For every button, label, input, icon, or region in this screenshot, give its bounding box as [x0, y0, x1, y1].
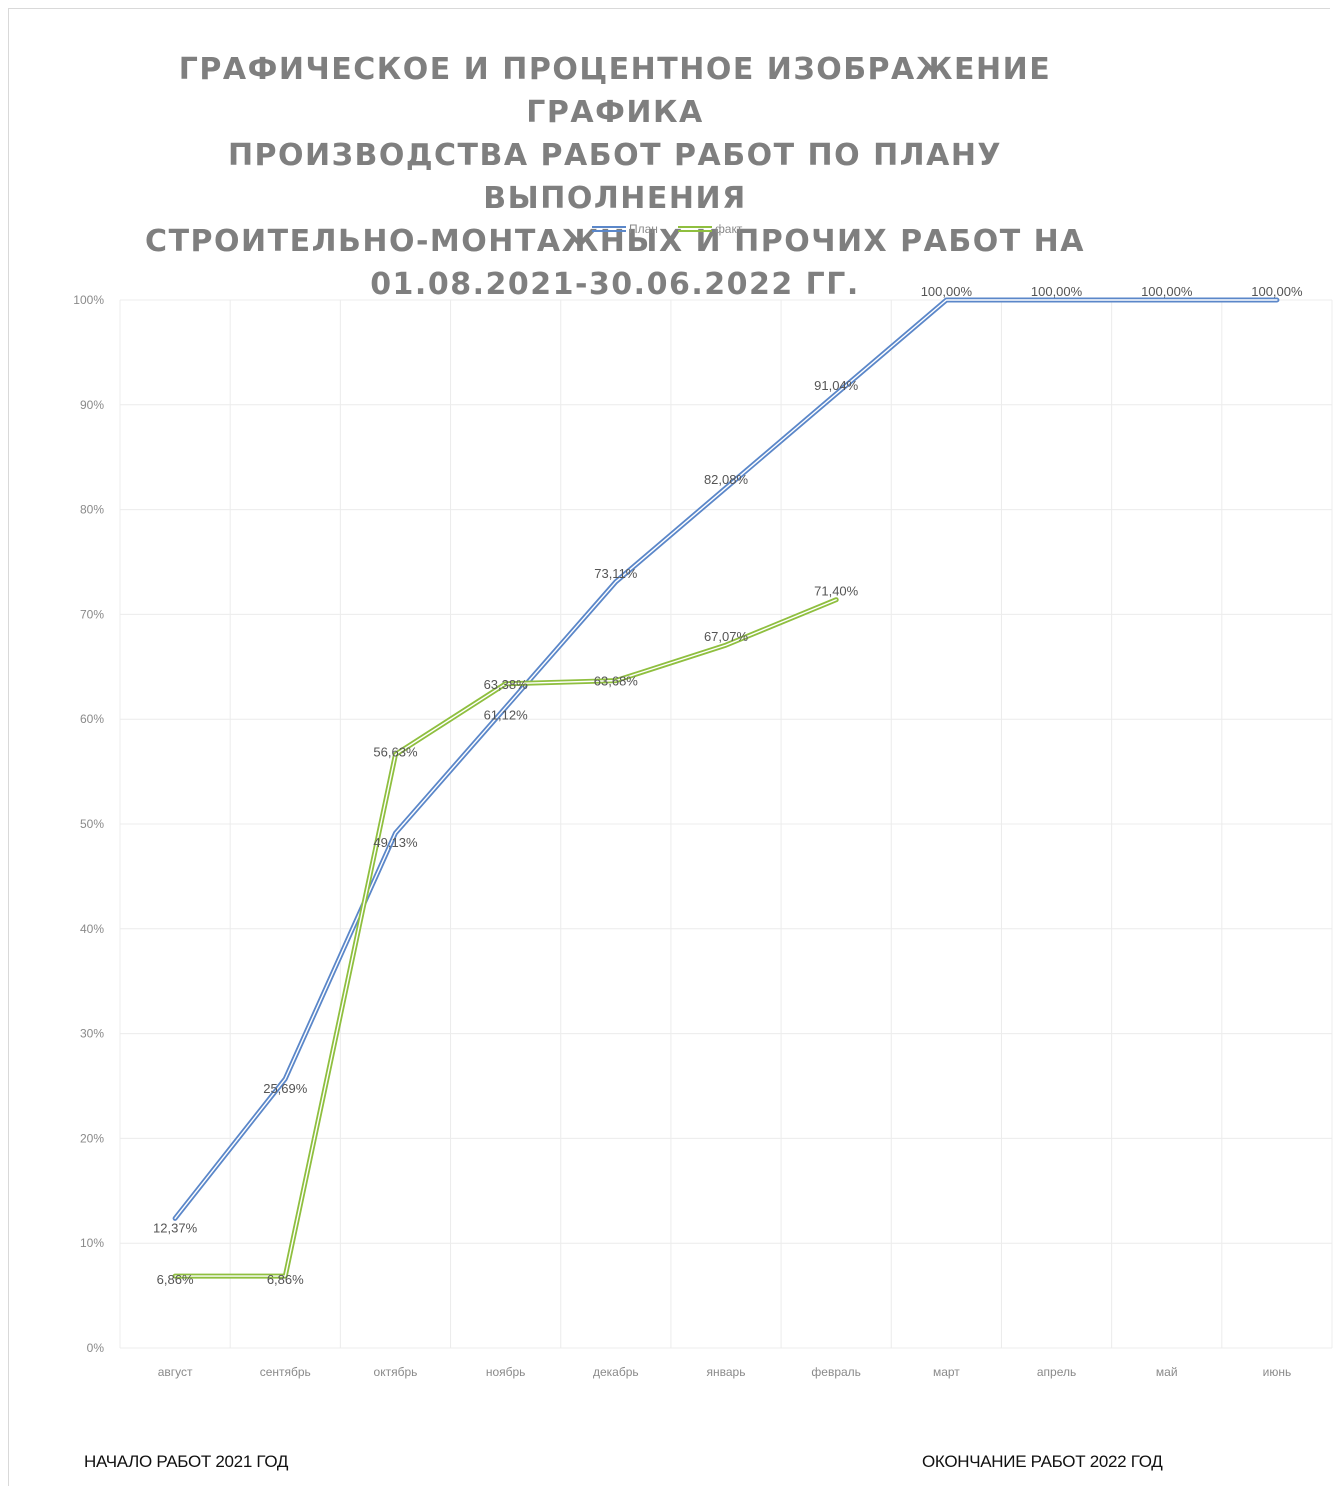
y-tick-label: 80%	[80, 503, 104, 517]
x-tick-label: октябрь	[374, 1365, 418, 1379]
x-tick-label: август	[158, 1365, 193, 1379]
line-chart: 0% 10% 20% 30% 40% 50% 60% 70% 80% 90% 100% август с…	[73, 284, 1333, 1379]
data-label: 61,12%	[484, 707, 529, 722]
y-tick-label: 30%	[80, 1027, 104, 1041]
chart-title-line-1: ГРАФИЧЕСКОЕ И ПРОЦЕНТНОЕ ИЗОБРАЖЕНИЕ ГРА…	[178, 52, 1052, 130]
chart-title: ГРАФИЧЕСКОЕ И ПРОЦЕНТНОЕ ИЗОБРАЖЕНИЕ ГРА…	[100, 48, 1130, 306]
y-tick-label: 90%	[80, 398, 104, 412]
data-label: 91,04%	[814, 378, 859, 393]
series-line-fact	[172, 597, 839, 1279]
chart-title-line-4: 01.08.2021-30.06.2022 ГГ.	[370, 267, 860, 302]
y-tick-label: 50%	[80, 817, 104, 831]
legend-swatch-plan	[592, 226, 626, 232]
x-tick-label: февраль	[811, 1365, 861, 1379]
data-label: 100,00%	[1031, 284, 1083, 299]
x-tick-label: ноябрь	[486, 1365, 526, 1379]
y-tick-label: 20%	[80, 1131, 104, 1145]
data-label: 6,86%	[157, 1272, 194, 1287]
data-label: 6,86%	[267, 1272, 304, 1287]
data-label: 73,11%	[594, 566, 638, 581]
chart-frame	[8, 8, 1330, 1486]
y-tick-label: 70%	[80, 607, 104, 621]
y-tick-label: 60%	[80, 712, 104, 726]
y-tick-label: 40%	[80, 922, 104, 936]
legend-label-plan: План	[629, 222, 658, 236]
chart-title-line-2: ПРОИЗВОДСТВА РАБОТ РАБОТ ПО ПЛАНУ ВЫПОЛН…	[227, 138, 1003, 216]
x-tick-label: апрель	[1037, 1365, 1076, 1379]
data-label: 49,13%	[373, 835, 418, 850]
chart-legend: План факт	[592, 220, 742, 238]
x-tick-label: май	[1156, 1365, 1178, 1379]
y-tick-label: 10%	[80, 1236, 104, 1250]
data-label: 100,00%	[921, 284, 973, 299]
data-label: 100,00%	[1251, 284, 1303, 299]
series-line-inner-fact	[174, 599, 837, 1277]
data-label: 56,63%	[373, 745, 418, 760]
data-label: 63,68%	[594, 674, 639, 689]
legend-label-fact: факт	[714, 222, 743, 236]
footer-end-label: ОКОНЧАНИЕ РАБОТ 2022 ГОД	[922, 1452, 1163, 1471]
data-label: 82,08%	[704, 472, 749, 487]
x-tick-label: сентябрь	[260, 1365, 311, 1379]
footer-start-label: НАЧАЛО РАБОТ 2021 ГОД	[84, 1452, 289, 1471]
data-label: 12,37%	[153, 1220, 198, 1235]
y-tick-label: 100%	[73, 293, 104, 307]
x-tick-label: декабрь	[593, 1365, 639, 1379]
x-tick-label: март	[933, 1365, 960, 1379]
legend-item-fact: факт	[677, 222, 743, 236]
x-tick-label: январь	[707, 1365, 746, 1379]
data-label: 67,07%	[704, 629, 749, 644]
chart-title-line-3: СТРОИТЕЛЬНО-МОНТАЖНЫХ И ПРОЧИХ РАБОТ НА	[145, 224, 1085, 259]
legend-item-plan: План	[592, 222, 658, 236]
y-tick-label: 0%	[87, 1341, 105, 1355]
x-tick-label: июнь	[1263, 1365, 1292, 1379]
data-label: 63,38%	[484, 677, 529, 692]
data-label: 100,00%	[1141, 284, 1193, 299]
legend-swatch-fact	[677, 226, 712, 232]
data-label: 25,69%	[263, 1081, 308, 1096]
data-label: 71,40%	[814, 584, 859, 599]
